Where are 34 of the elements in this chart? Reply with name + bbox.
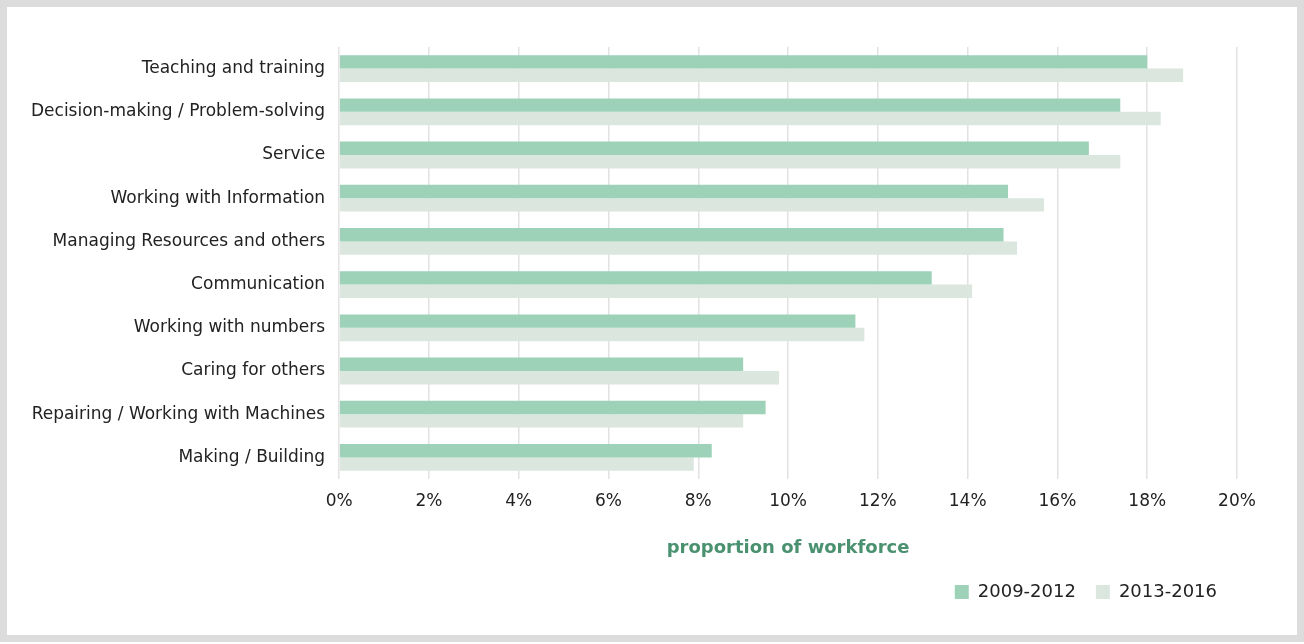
x-tick-label: 2% [415,489,443,510]
x-axis-title: proportion of workforce [666,535,910,557]
x-tick-label: 14% [948,489,987,510]
x-tick-label: 0% [325,489,353,510]
y-tick-label: Service [262,143,326,164]
y-tick-label: Managing Resources and others [52,229,326,250]
x-tick-label: 20% [1218,489,1256,510]
y-tick-label: Making / Building [178,445,326,466]
y-tick-label: Teaching and training [140,57,326,78]
x-tick-label: 4% [505,489,533,510]
y-tick-label: Caring for others [181,359,326,380]
x-tick-label: 18% [1128,489,1167,510]
bar [339,357,744,371]
bar [339,141,1089,155]
x-tick-label: 6% [594,489,622,510]
legend-label: 2013-2016 [1118,579,1218,601]
bar [339,184,1009,199]
y-tick-label: Repairing / Working with Machines [31,402,326,423]
x-tick-label: 16% [1038,489,1077,510]
y-tick-label: Communication [191,273,326,294]
bar [339,55,1148,69]
legend-label: 2009-2012 [977,579,1076,601]
bar [339,271,932,285]
x-tick-label: 10% [769,489,807,510]
bar [339,98,1121,112]
y-tick-label: Working with Information [110,186,326,207]
x-tick-label: 8% [684,489,712,510]
y-tick-label: Decision-making / Problem-solving [31,100,326,121]
bar [339,228,1004,242]
bar [339,444,712,458]
x-tick-label: 12% [858,489,897,510]
bar [339,314,856,328]
y-tick-label: Working with numbers [133,316,326,337]
bar [339,400,766,415]
